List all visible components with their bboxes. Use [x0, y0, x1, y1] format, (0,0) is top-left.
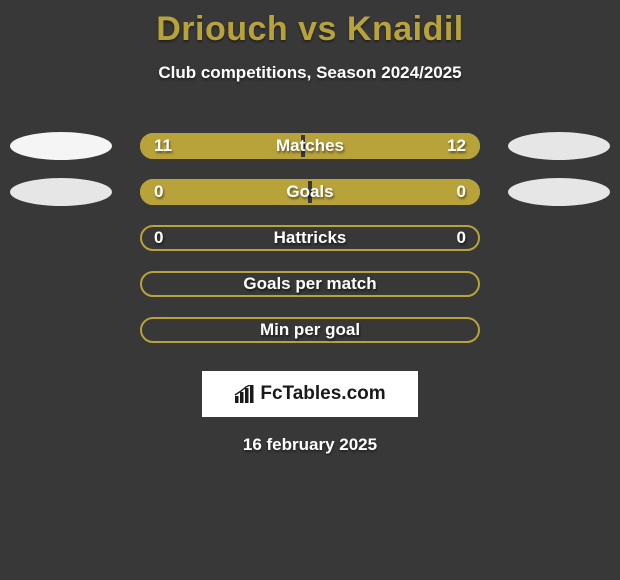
logo-box: FcTables.com [202, 371, 418, 417]
player-ellipse-left [10, 178, 112, 206]
player-ellipse-right [508, 132, 610, 160]
stat-bar: 0 0 Hattricks [140, 225, 480, 251]
stat-value-left: 0 [154, 228, 163, 248]
stat-label: Hattricks [274, 228, 347, 248]
player-ellipse-left [10, 132, 112, 160]
stat-value-right: 0 [457, 228, 466, 248]
logo-text: FcTables.com [260, 383, 385, 405]
stat-bar: 0 0 Goals [140, 179, 480, 205]
page-title: Driouch vs Knaidil [0, 0, 620, 49]
stat-row: Min per goal [0, 307, 620, 353]
stat-value-left: 11 [154, 136, 172, 156]
stat-row: 0 0 Goals [0, 169, 620, 215]
stat-label: Min per goal [260, 320, 360, 340]
date: 16 february 2025 [0, 435, 620, 455]
stat-value-right: 12 [447, 136, 466, 156]
stat-label: Matches [276, 136, 344, 156]
subtitle: Club competitions, Season 2024/2025 [0, 63, 620, 83]
stat-row: 0 0 Hattricks [0, 215, 620, 261]
stat-bar: Min per goal [140, 317, 480, 343]
bar-chart-icon [234, 385, 256, 403]
stats-rows: 11 12 Matches 0 0 Goals 0 0 Hattricks Goals per m… [0, 123, 620, 353]
logo: FcTables.com [234, 383, 385, 405]
stat-value-left: 0 [154, 182, 163, 202]
bar-fill-right [312, 179, 480, 205]
stat-row: Goals per match [0, 261, 620, 307]
bar-fill-left [140, 179, 308, 205]
stat-value-right: 0 [457, 182, 466, 202]
player-ellipse-right [508, 178, 610, 206]
stat-row: 11 12 Matches [0, 123, 620, 169]
stat-bar: 11 12 Matches [140, 133, 480, 159]
stat-label: Goals per match [243, 274, 376, 294]
stat-bar: Goals per match [140, 271, 480, 297]
stat-label: Goals [286, 182, 333, 202]
